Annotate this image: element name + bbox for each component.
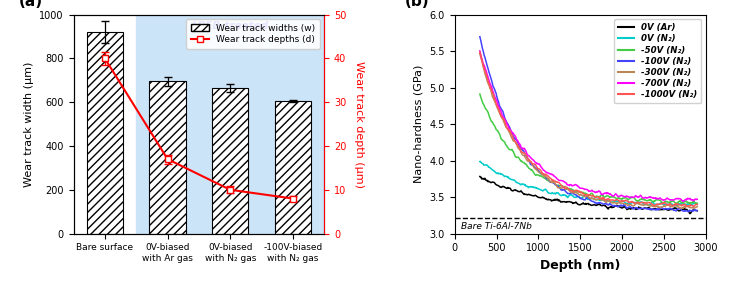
- -300V (N₂): [476, 52, 484, 55]
- -50V (N₂): [684, 201, 693, 204]
- -300V (N₂): [576, 193, 584, 196]
- -100V (N₂): [591, 201, 600, 204]
- Line: -50V (N₂): -50V (N₂): [480, 94, 698, 204]
- -300V (N₂): [690, 206, 699, 210]
- -50V (N₂): [603, 194, 612, 198]
- -1000V (N₂): [591, 196, 600, 199]
- Y-axis label: Wear track width (μm): Wear track width (μm): [24, 61, 34, 187]
- Text: LPEB-treated: LPEB-treated: [192, 21, 269, 31]
- -700V (N₂): [678, 200, 687, 203]
- Bar: [136, 15, 324, 234]
- Line: 0V (Ar): 0V (Ar): [480, 176, 698, 213]
- -100V (N₂): [476, 35, 484, 39]
- Y-axis label: Wear track depth (μm): Wear track depth (μm): [354, 61, 365, 187]
- -1000V (N₂): [690, 204, 699, 207]
- Legend: Wear track widths (w), Wear track depths (d): Wear track widths (w), Wear track depths…: [187, 19, 320, 49]
- -1000V (N₂): [476, 50, 484, 54]
- 0V (Ar): [534, 195, 542, 199]
- Line: -700V (N₂): -700V (N₂): [480, 51, 698, 201]
- -50V (N₂): [693, 201, 702, 205]
- Line: -1000V (N₂): -1000V (N₂): [480, 52, 698, 207]
- Line: 0V (N₂): 0V (N₂): [480, 161, 698, 206]
- -700V (N₂): [684, 197, 693, 201]
- -700V (N₂): [476, 49, 484, 53]
- -1000V (N₂): [689, 205, 698, 208]
- -50V (N₂): [534, 173, 542, 177]
- -100V (N₂): [690, 208, 699, 211]
- -300V (N₂): [677, 207, 686, 210]
- 0V (Ar): [476, 175, 484, 178]
- -100V (N₂): [693, 209, 702, 213]
- -300V (N₂): [684, 205, 693, 208]
- -700V (N₂): [576, 187, 584, 190]
- 0V (Ar): [685, 212, 694, 215]
- -1000V (N₂): [603, 197, 612, 201]
- -300V (N₂): [603, 199, 612, 203]
- -300V (N₂): [591, 198, 600, 201]
- -1000V (N₂): [576, 191, 584, 194]
- Legend: 0V (Ar), 0V (N₂), -50V (N₂), -100V (N₂), -300V (N₂), -700V (N₂), -1000V (N₂): 0V (Ar), 0V (N₂), -50V (N₂), -100V (N₂),…: [614, 19, 701, 103]
- Line: -300V (N₂): -300V (N₂): [480, 54, 698, 208]
- -50V (N₂): [576, 191, 584, 194]
- -700V (N₂): [591, 191, 600, 194]
- -50V (N₂): [476, 92, 484, 96]
- 0V (N₂): [693, 202, 702, 206]
- Bar: [275, 101, 311, 234]
- Bar: [87, 32, 123, 234]
- -100V (N₂): [684, 209, 693, 213]
- -1000V (N₂): [684, 204, 692, 208]
- -50V (N₂): [673, 202, 682, 206]
- -50V (N₂): [591, 195, 600, 198]
- -300V (N₂): [534, 169, 542, 173]
- 0V (N₂): [604, 199, 613, 203]
- -700V (N₂): [534, 162, 542, 166]
- -100V (N₂): [534, 168, 542, 171]
- Text: (b): (b): [404, 0, 429, 9]
- -100V (N₂): [576, 196, 584, 200]
- Bar: [149, 81, 186, 234]
- 0V (N₂): [476, 160, 484, 163]
- Y-axis label: Nano-hardness (GPa): Nano-hardness (GPa): [414, 65, 424, 183]
- Text: (a): (a): [18, 0, 43, 9]
- 0V (N₂): [476, 160, 485, 163]
- 0V (Ar): [693, 209, 702, 212]
- 0V (Ar): [690, 208, 699, 212]
- -100V (N₂): [684, 210, 692, 213]
- 0V (N₂): [685, 202, 694, 206]
- -100V (N₂): [603, 203, 612, 207]
- -1000V (N₂): [693, 203, 702, 206]
- Line: -100V (N₂): -100V (N₂): [480, 37, 698, 211]
- 0V (N₂): [534, 187, 543, 190]
- 0V (Ar): [603, 207, 612, 211]
- 0V (N₂): [592, 198, 600, 201]
- 0V (N₂): [670, 204, 679, 208]
- -700V (N₂): [693, 197, 702, 201]
- 0V (Ar): [591, 204, 600, 207]
- 0V (Ar): [576, 203, 584, 207]
- X-axis label: Depth (nm): Depth (nm): [540, 259, 620, 272]
- Bar: [212, 88, 248, 234]
- -300V (N₂): [693, 205, 702, 208]
- 0V (N₂): [691, 201, 700, 205]
- -1000V (N₂): [534, 167, 542, 171]
- -50V (N₂): [690, 201, 699, 204]
- Text: Bare Ti-6Al-7Nb: Bare Ti-6Al-7Nb: [462, 222, 532, 231]
- -700V (N₂): [690, 198, 699, 201]
- 0V (N₂): [576, 197, 585, 200]
- 0V (Ar): [684, 209, 692, 213]
- -700V (N₂): [603, 192, 612, 195]
